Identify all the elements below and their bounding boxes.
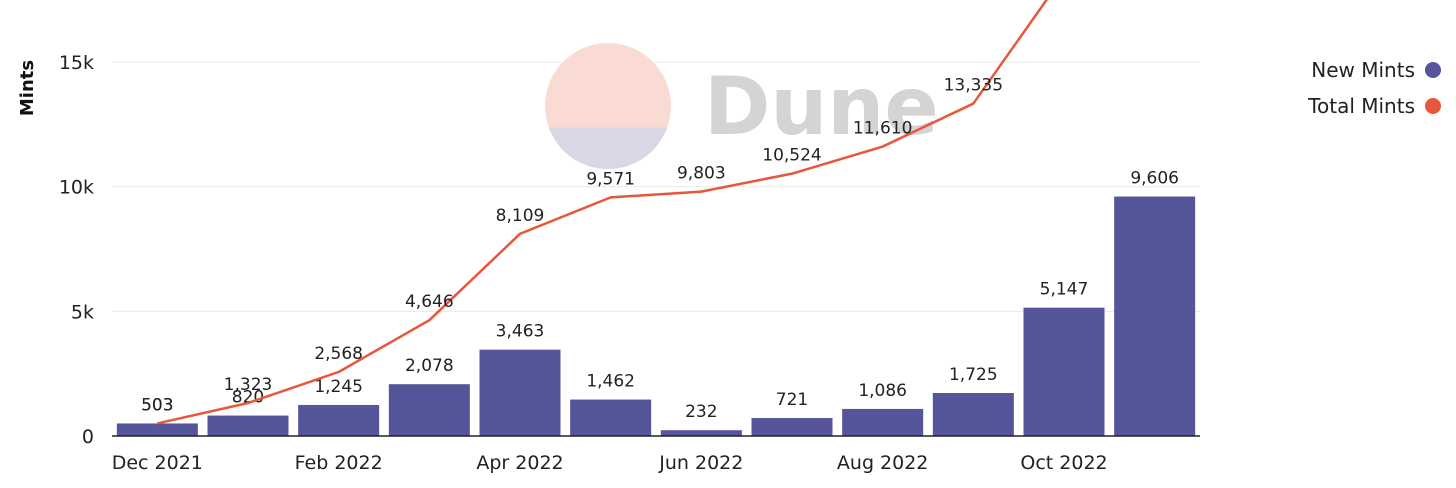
line-label: 13,335 bbox=[944, 76, 1003, 96]
legend-item-total-mints[interactable]: Total Mints bbox=[1307, 94, 1441, 118]
bar-apr-2022[interactable] bbox=[479, 349, 561, 436]
line-label: 503 bbox=[141, 395, 173, 415]
legend: New Mints Total Mints bbox=[1307, 58, 1441, 118]
line-label: 9,571 bbox=[586, 169, 635, 189]
y-tick-label: 0 bbox=[82, 426, 94, 448]
line-label: 2,568 bbox=[314, 344, 363, 364]
x-tick-label: Dec 2021 bbox=[112, 452, 203, 474]
bar-jun-2022[interactable] bbox=[660, 430, 742, 436]
bar-nov-2022[interactable] bbox=[1114, 196, 1196, 436]
bar-data-labels: 503 820 1,245 2,078 3,463 1,462 232 721 1,086 1,7… bbox=[141, 169, 1179, 423]
legend-label: Total Mints bbox=[1307, 94, 1415, 118]
bar-label: 721 bbox=[776, 390, 808, 410]
legend-swatch-icon bbox=[1425, 62, 1441, 78]
line-label: 9,803 bbox=[677, 164, 726, 184]
y-tick-label: 5k bbox=[71, 301, 94, 323]
x-tick-label: Feb 2022 bbox=[295, 452, 383, 474]
line-label: 4,646 bbox=[405, 292, 454, 312]
bar-label: 3,463 bbox=[496, 322, 545, 342]
bar-aug-2022[interactable] bbox=[842, 408, 924, 436]
bar-label: 1,245 bbox=[314, 377, 363, 397]
bar-mar-2022[interactable] bbox=[388, 384, 470, 436]
axes: 0 5k 10k 15k Dec 2021 Feb 2022 Apr 2022 Jun 202… bbox=[17, 52, 1200, 474]
line-series-total-mints bbox=[157, 0, 1154, 425]
bar-jan-2022[interactable] bbox=[207, 415, 289, 436]
bar-label: 1,086 bbox=[858, 381, 907, 401]
bar-label: 2,078 bbox=[405, 356, 454, 376]
x-tick-label: Jun 2022 bbox=[658, 452, 743, 474]
total-mints-line[interactable] bbox=[157, 0, 1154, 425]
y-tick-label: 15k bbox=[59, 52, 94, 74]
bar-series-new-mints bbox=[116, 196, 1196, 436]
bar-label: 820 bbox=[232, 388, 264, 408]
dune-logo-icon bbox=[545, 43, 671, 169]
bar-label: 5,147 bbox=[1040, 280, 1089, 300]
bar-sep-2022[interactable] bbox=[932, 392, 1014, 436]
bar-label: 503 bbox=[141, 395, 173, 415]
line-label: 10,524 bbox=[762, 146, 821, 166]
x-tick-label: Apr 2022 bbox=[476, 452, 563, 474]
bar-label: 1,725 bbox=[949, 365, 998, 385]
bar-dec-2021[interactable] bbox=[116, 423, 198, 436]
bar-label: 232 bbox=[685, 402, 717, 422]
x-tick-label: Oct 2022 bbox=[1020, 452, 1107, 474]
line-label: 1,323 bbox=[224, 375, 273, 395]
x-tick-label: Aug 2022 bbox=[837, 452, 929, 474]
bar-label: 9,606 bbox=[1130, 169, 1179, 189]
legend-label: New Mints bbox=[1311, 58, 1415, 82]
y-tick-label: 10k bbox=[59, 177, 94, 199]
bar-may-2022[interactable] bbox=[570, 399, 652, 436]
watermark-text: Dune bbox=[704, 60, 939, 153]
bar-oct-2022[interactable] bbox=[1023, 307, 1105, 436]
bar-feb-2022[interactable] bbox=[298, 404, 380, 436]
line-data-labels: 503 1,323 2,568 4,646 8,109 9,571 9,803 10,524 1… bbox=[141, 76, 1003, 416]
legend-item-new-mints[interactable]: New Mints bbox=[1311, 58, 1441, 82]
bar-label: 1,462 bbox=[586, 372, 635, 392]
bar-jul-2022[interactable] bbox=[751, 418, 833, 436]
dune-watermark: Dune bbox=[545, 43, 939, 169]
line-label: 11,610 bbox=[853, 119, 912, 139]
legend-swatch-icon bbox=[1425, 98, 1441, 114]
line-label: 8,109 bbox=[496, 206, 545, 226]
grid-lines bbox=[112, 61, 1200, 312]
y-axis-label: Mints bbox=[17, 60, 38, 116]
